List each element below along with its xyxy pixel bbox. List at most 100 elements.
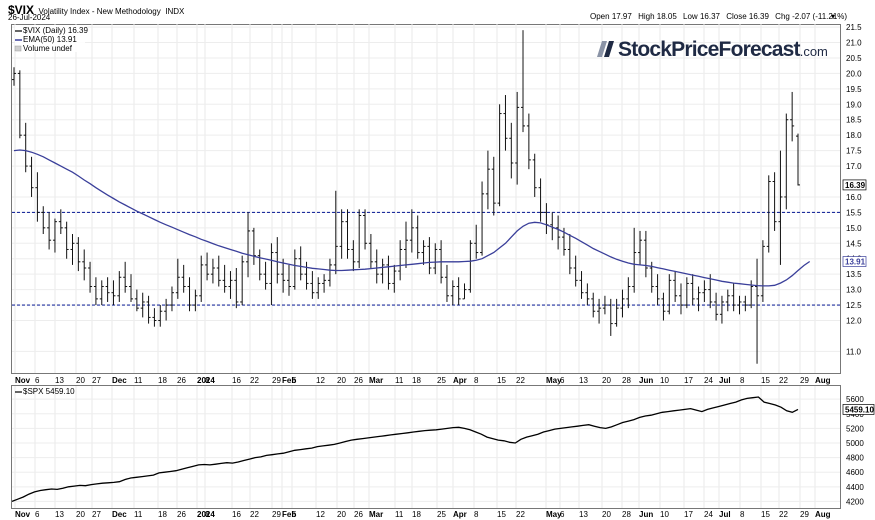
ohlc-bar [333,190,338,275]
x-tick-label: 26 [177,376,186,385]
ohlc-bar [755,258,760,364]
x-tick-label: 15 [761,376,770,385]
x-tick-label: 22 [250,376,259,385]
svg-text:StockPriceForecast.com: StockPriceForecast.com [618,38,828,61]
ohlc-bar [772,172,777,231]
ohlc-bar [351,240,356,272]
x-tick-label: 11 [134,376,143,385]
y-tick-label: 18.5 [846,116,862,125]
ohlc-bar [708,274,713,309]
spx-gridlines [12,386,840,508]
x-tick-label: 18 [158,510,167,519]
ohlc-bar [82,249,87,281]
ohlc-bar [567,234,572,275]
x-tick-label: 2024 [197,376,215,385]
y-tick-label: 4200 [846,497,864,506]
ohlc-bar [292,249,297,290]
logo-suffix: .com [800,44,828,59]
ohlc-bar [655,274,660,306]
ohlc-bar [187,277,192,312]
ohlc-bar [538,178,543,222]
x-tick-label: 12 [316,510,325,519]
y-tick-label: 4800 [846,454,864,463]
ohlc-bar [228,271,233,299]
x-tick-label: Feb [282,376,296,385]
x-tick-label: Aug [815,510,831,519]
x-tick-label: 8 [740,376,745,385]
ohlc-bar [269,243,274,306]
logo-text: StockPriceForecast [618,38,801,61]
ohlc-bar [105,277,110,302]
ohlc-bar [526,113,531,170]
ohlc-bar [456,277,461,306]
ohlc-bar [88,261,93,293]
ohlc-bar [725,289,730,312]
vix-current-label: 16.39 [842,179,867,191]
ohlc-bar [404,221,408,268]
y-tick-label: 15.5 [846,208,862,217]
ohlc-bar [427,237,432,275]
ohlc-bar [216,255,221,287]
svg-text:16.39: 16.39 [845,181,866,190]
ohlc-summary: Open 17.97 High 18.05 Low 16.37 Close 16… [590,12,847,21]
y-tick-label: 20.0 [846,69,862,78]
ohlc-bar [509,122,514,179]
ohlc-bar [573,255,578,287]
ohlc-bar [409,209,414,253]
x-tick-label: Jun [639,510,653,519]
legend-spx: $SPX 5459.10 [23,387,75,396]
ohlc-bar [345,209,350,259]
ohlc-bar [714,292,719,321]
ohlc-bar [263,261,268,290]
ohlc-bar [719,295,724,324]
x-tick-label: 6 [560,510,565,519]
x-tick-label: 16 [232,376,241,385]
x-tick-label: Dec [112,376,127,385]
x-tick-label: 22 [779,376,788,385]
ohlc-bar [608,298,613,336]
y-tick-label: 18.0 [846,131,862,140]
ohlc-bar [222,264,227,293]
x-tick-label: 13 [579,510,588,519]
logo-bars-icon [597,41,614,57]
x-tick-label: Aug [815,376,831,385]
vix-panel [11,24,841,374]
ohlc-bar [673,271,678,302]
ohlc-bar [64,221,69,259]
ohlc-bar [339,209,344,259]
ohlc-bar [310,271,315,299]
x-tick-label: 26 [177,510,186,519]
ohlc-bar [175,258,180,299]
y-tick-label: 12.0 [846,316,862,325]
x-tick-label: 29 [272,376,281,385]
ohlc-bar [556,215,561,250]
ohlc-bar [638,230,643,265]
ohlc-bar [632,227,637,293]
ohlc-bar [515,91,520,185]
ohlc-bar [643,230,648,278]
x-tick-label: 13 [55,376,64,385]
x-tick-label: 22 [516,510,525,519]
spx-legend: $SPX 5459.10 [15,387,75,396]
x-tick-label: 17 [684,376,693,385]
index-name: Volatility Index - New Methodology [38,7,161,16]
x-tick-label: 5 [292,510,297,519]
ohlc-bar [796,133,800,186]
ohlc-bar [784,113,789,210]
x-tick-label: 15 [497,510,506,519]
ohlc-bar [193,289,198,312]
ohlc-bar [503,95,508,151]
x-tick-label: 11 [395,510,404,519]
x-tick-label: Mar [369,376,383,385]
ohlc-bar [602,295,607,315]
x-tick-label: 25 [437,510,446,519]
ohlc-bar [678,283,683,315]
legend-volume: Volume undef [23,44,73,53]
y-tick-label: 17.0 [846,162,862,171]
x-tick-label: 22 [779,510,788,519]
ohlc-bar [286,264,291,296]
x-tick-label: 20 [76,510,85,519]
x-tick-label: 29 [800,510,809,519]
ohlc-bar [123,261,128,293]
